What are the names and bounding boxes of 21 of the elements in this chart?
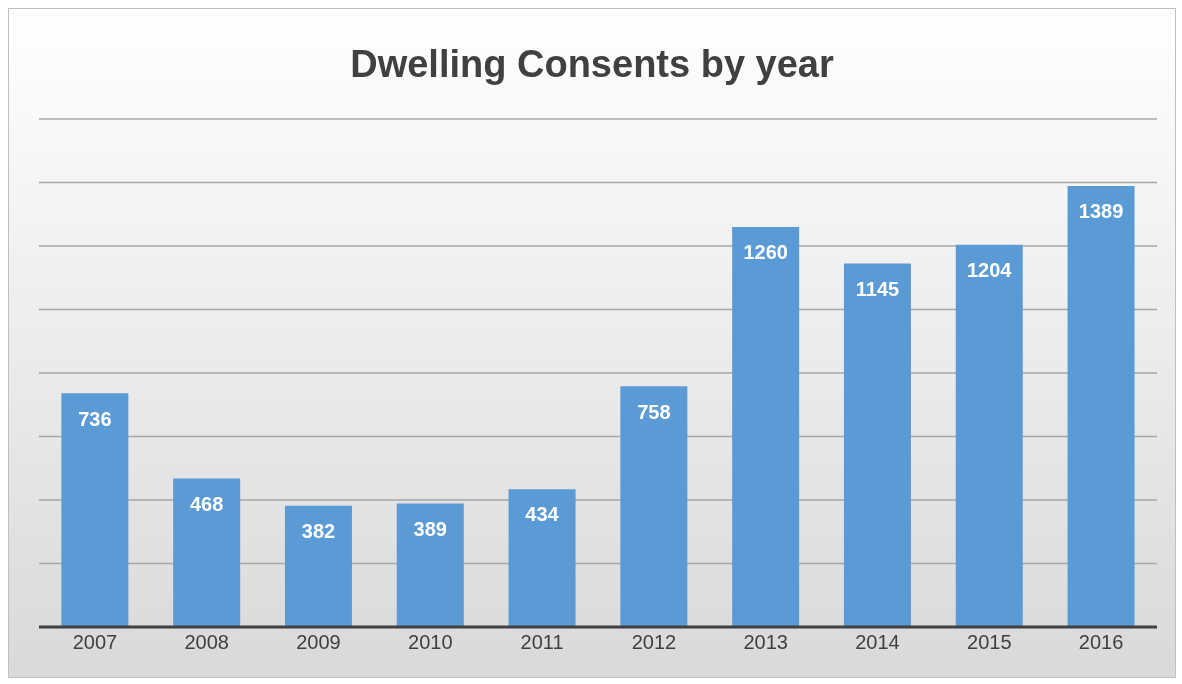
x-tick-label: 2014: [855, 631, 900, 654]
data-label: 468: [189, 492, 224, 515]
x-tick-label: 2015: [967, 631, 1012, 654]
data-label: 1260: [743, 241, 788, 264]
data-label: 736: [78, 407, 112, 430]
data-label: 1145: [855, 277, 900, 300]
data-label: 758: [637, 400, 671, 423]
data-label: 1204: [967, 258, 1013, 281]
x-tick-label: 2010: [408, 631, 453, 654]
x-tick-label: 2007: [72, 631, 118, 654]
x-tick-label: 2013: [743, 631, 788, 654]
data-label: 382: [301, 519, 336, 542]
x-tick-label: 2008: [184, 631, 229, 654]
data-label: 389: [413, 517, 447, 540]
chart-title: Dwelling Consents by year: [349, 42, 835, 87]
data-label: 434: [525, 503, 560, 526]
x-tick-label: 2011: [520, 631, 564, 654]
x-tick-label: 2009: [296, 631, 341, 654]
x-tick-label: 2012: [631, 631, 677, 654]
x-tick-label: 2016: [1078, 631, 1124, 654]
data-label: 1389: [1078, 200, 1124, 223]
